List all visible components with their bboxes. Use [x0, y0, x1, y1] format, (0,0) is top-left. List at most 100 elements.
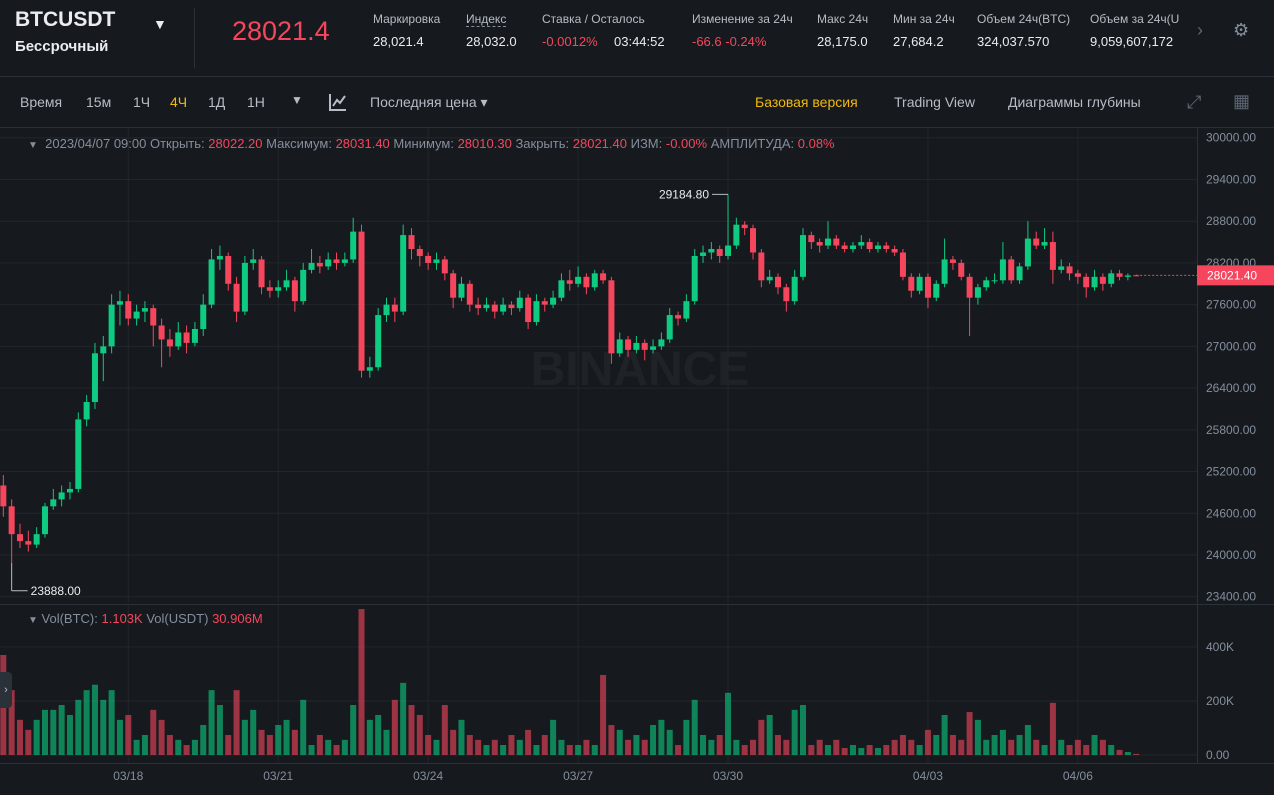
volume-bar — [183, 745, 190, 755]
volume-bar — [1083, 745, 1090, 755]
candle-body — [1116, 273, 1123, 277]
view-tab[interactable]: Trading View — [894, 94, 975, 110]
interval-dropdown[interactable]: ▼ — [291, 93, 303, 107]
volume-bar — [991, 735, 998, 755]
y-tick-label: 26400.00 — [1206, 381, 1256, 395]
volume-bar — [316, 735, 323, 755]
volume-bar — [949, 735, 956, 755]
volume-bar — [16, 719, 23, 755]
indicator-icon[interactable] — [328, 92, 348, 112]
candle-body — [191, 328, 198, 343]
volume-bar — [675, 745, 682, 755]
symbol-dropdown[interactable]: ▼ — [153, 16, 167, 32]
legend-label: ИЗМ: — [630, 136, 663, 151]
candle-body — [874, 245, 881, 250]
view-tab[interactable]: Диаграммы глубины — [1008, 94, 1141, 110]
candle-body — [83, 402, 90, 420]
price-type[interactable]: Последняя цена ▾ — [370, 94, 488, 110]
volume-bar — [608, 725, 615, 755]
candle-body — [583, 276, 590, 288]
candle-body — [241, 262, 248, 312]
interval[interactable]: 15м — [86, 94, 112, 110]
candle-body — [316, 262, 323, 267]
candle-body — [116, 301, 123, 305]
volume-bar — [750, 739, 757, 755]
volume-bar — [350, 705, 357, 755]
volume-bar — [241, 719, 248, 755]
interval[interactable]: 1Д — [208, 94, 226, 110]
stat-label: Макс 24ч — [817, 12, 869, 26]
volume-bar — [33, 719, 40, 755]
candle-body — [808, 235, 815, 243]
stat-label: Изменение за 24ч — [692, 12, 793, 26]
candle-body — [658, 339, 665, 347]
stat-label: Объем за 24ч(U — [1090, 12, 1180, 26]
fullscreen-icon[interactable]: ⤢ — [1187, 92, 1202, 112]
volume-bar — [233, 690, 240, 755]
interval[interactable]: 4Ч — [170, 94, 188, 110]
candle-body — [375, 315, 382, 368]
volume-bar — [691, 699, 698, 755]
candle-body — [725, 245, 732, 256]
candle-body — [899, 252, 906, 277]
candle-body — [258, 259, 265, 288]
volume-bar — [333, 745, 340, 755]
volume-bar — [58, 705, 65, 755]
interval[interactable]: 1Н — [247, 94, 265, 110]
candle-body — [150, 308, 157, 326]
volume-bar — [358, 609, 365, 755]
candle-body — [974, 287, 981, 298]
volume-bar — [433, 739, 440, 755]
candle-body — [700, 252, 707, 256]
volume-bar — [733, 739, 740, 755]
view-tab[interactable]: Базовая версия — [755, 94, 858, 110]
stat-value: 28,032.0 — [466, 34, 517, 49]
candle-body — [383, 304, 390, 316]
min-label: 23888.00 — [31, 584, 81, 598]
volume-bar — [833, 739, 840, 755]
volume-bar — [683, 719, 690, 755]
stat-value: -66.6 -0.24% — [692, 34, 767, 49]
x-tick-label: 03/24 — [413, 769, 443, 783]
volume-bar — [541, 735, 548, 755]
candle-body — [300, 269, 307, 302]
x-tick-label: 04/06 — [1063, 769, 1093, 783]
candle-body — [516, 297, 523, 309]
candle-body — [491, 304, 498, 312]
interval[interactable]: 1Ч — [133, 94, 151, 110]
candle-body — [991, 280, 998, 282]
candle-body — [358, 231, 365, 371]
candle-body — [283, 280, 290, 288]
header: BTCUSDT ▼ Бессрочный 28021.4 Маркировка 2… — [0, 0, 1274, 77]
y-tick-label: 27600.00 — [1206, 298, 1256, 312]
volume-bar — [775, 735, 782, 755]
volume-bar — [583, 739, 590, 755]
volume-bar — [1091, 735, 1098, 755]
candle-body — [141, 308, 148, 312]
candle-body — [475, 304, 482, 309]
candle-body — [766, 276, 773, 281]
volume-bar — [824, 745, 831, 755]
volume-bar — [708, 739, 715, 755]
volume-bar — [341, 739, 348, 755]
candle-body — [408, 235, 415, 250]
volume-bar — [75, 699, 82, 755]
volume-bar — [958, 739, 965, 755]
last-price: 28021.4 — [232, 16, 330, 46]
candle-body — [458, 283, 465, 298]
volume-bar — [1124, 752, 1131, 755]
x-tick-label: 03/27 — [563, 769, 593, 783]
candle-body — [125, 301, 132, 319]
legend-label: Открыть: — [149, 136, 205, 151]
y-tick-label: 27000.00 — [1206, 339, 1256, 353]
candle-body — [308, 262, 315, 270]
layout-icon[interactable]: ▦ — [1233, 91, 1251, 111]
candle-body — [158, 325, 165, 340]
volume-bar — [225, 735, 232, 755]
side-handle[interactable]: › — [0, 672, 12, 708]
volume-bar — [1024, 725, 1031, 755]
symbol[interactable]: BTCUSDT — [15, 8, 116, 31]
settings-icon[interactable]: ⚙ — [1233, 20, 1250, 40]
candle-body — [608, 280, 615, 354]
scroll-right[interactable]: › — [1197, 20, 1203, 40]
